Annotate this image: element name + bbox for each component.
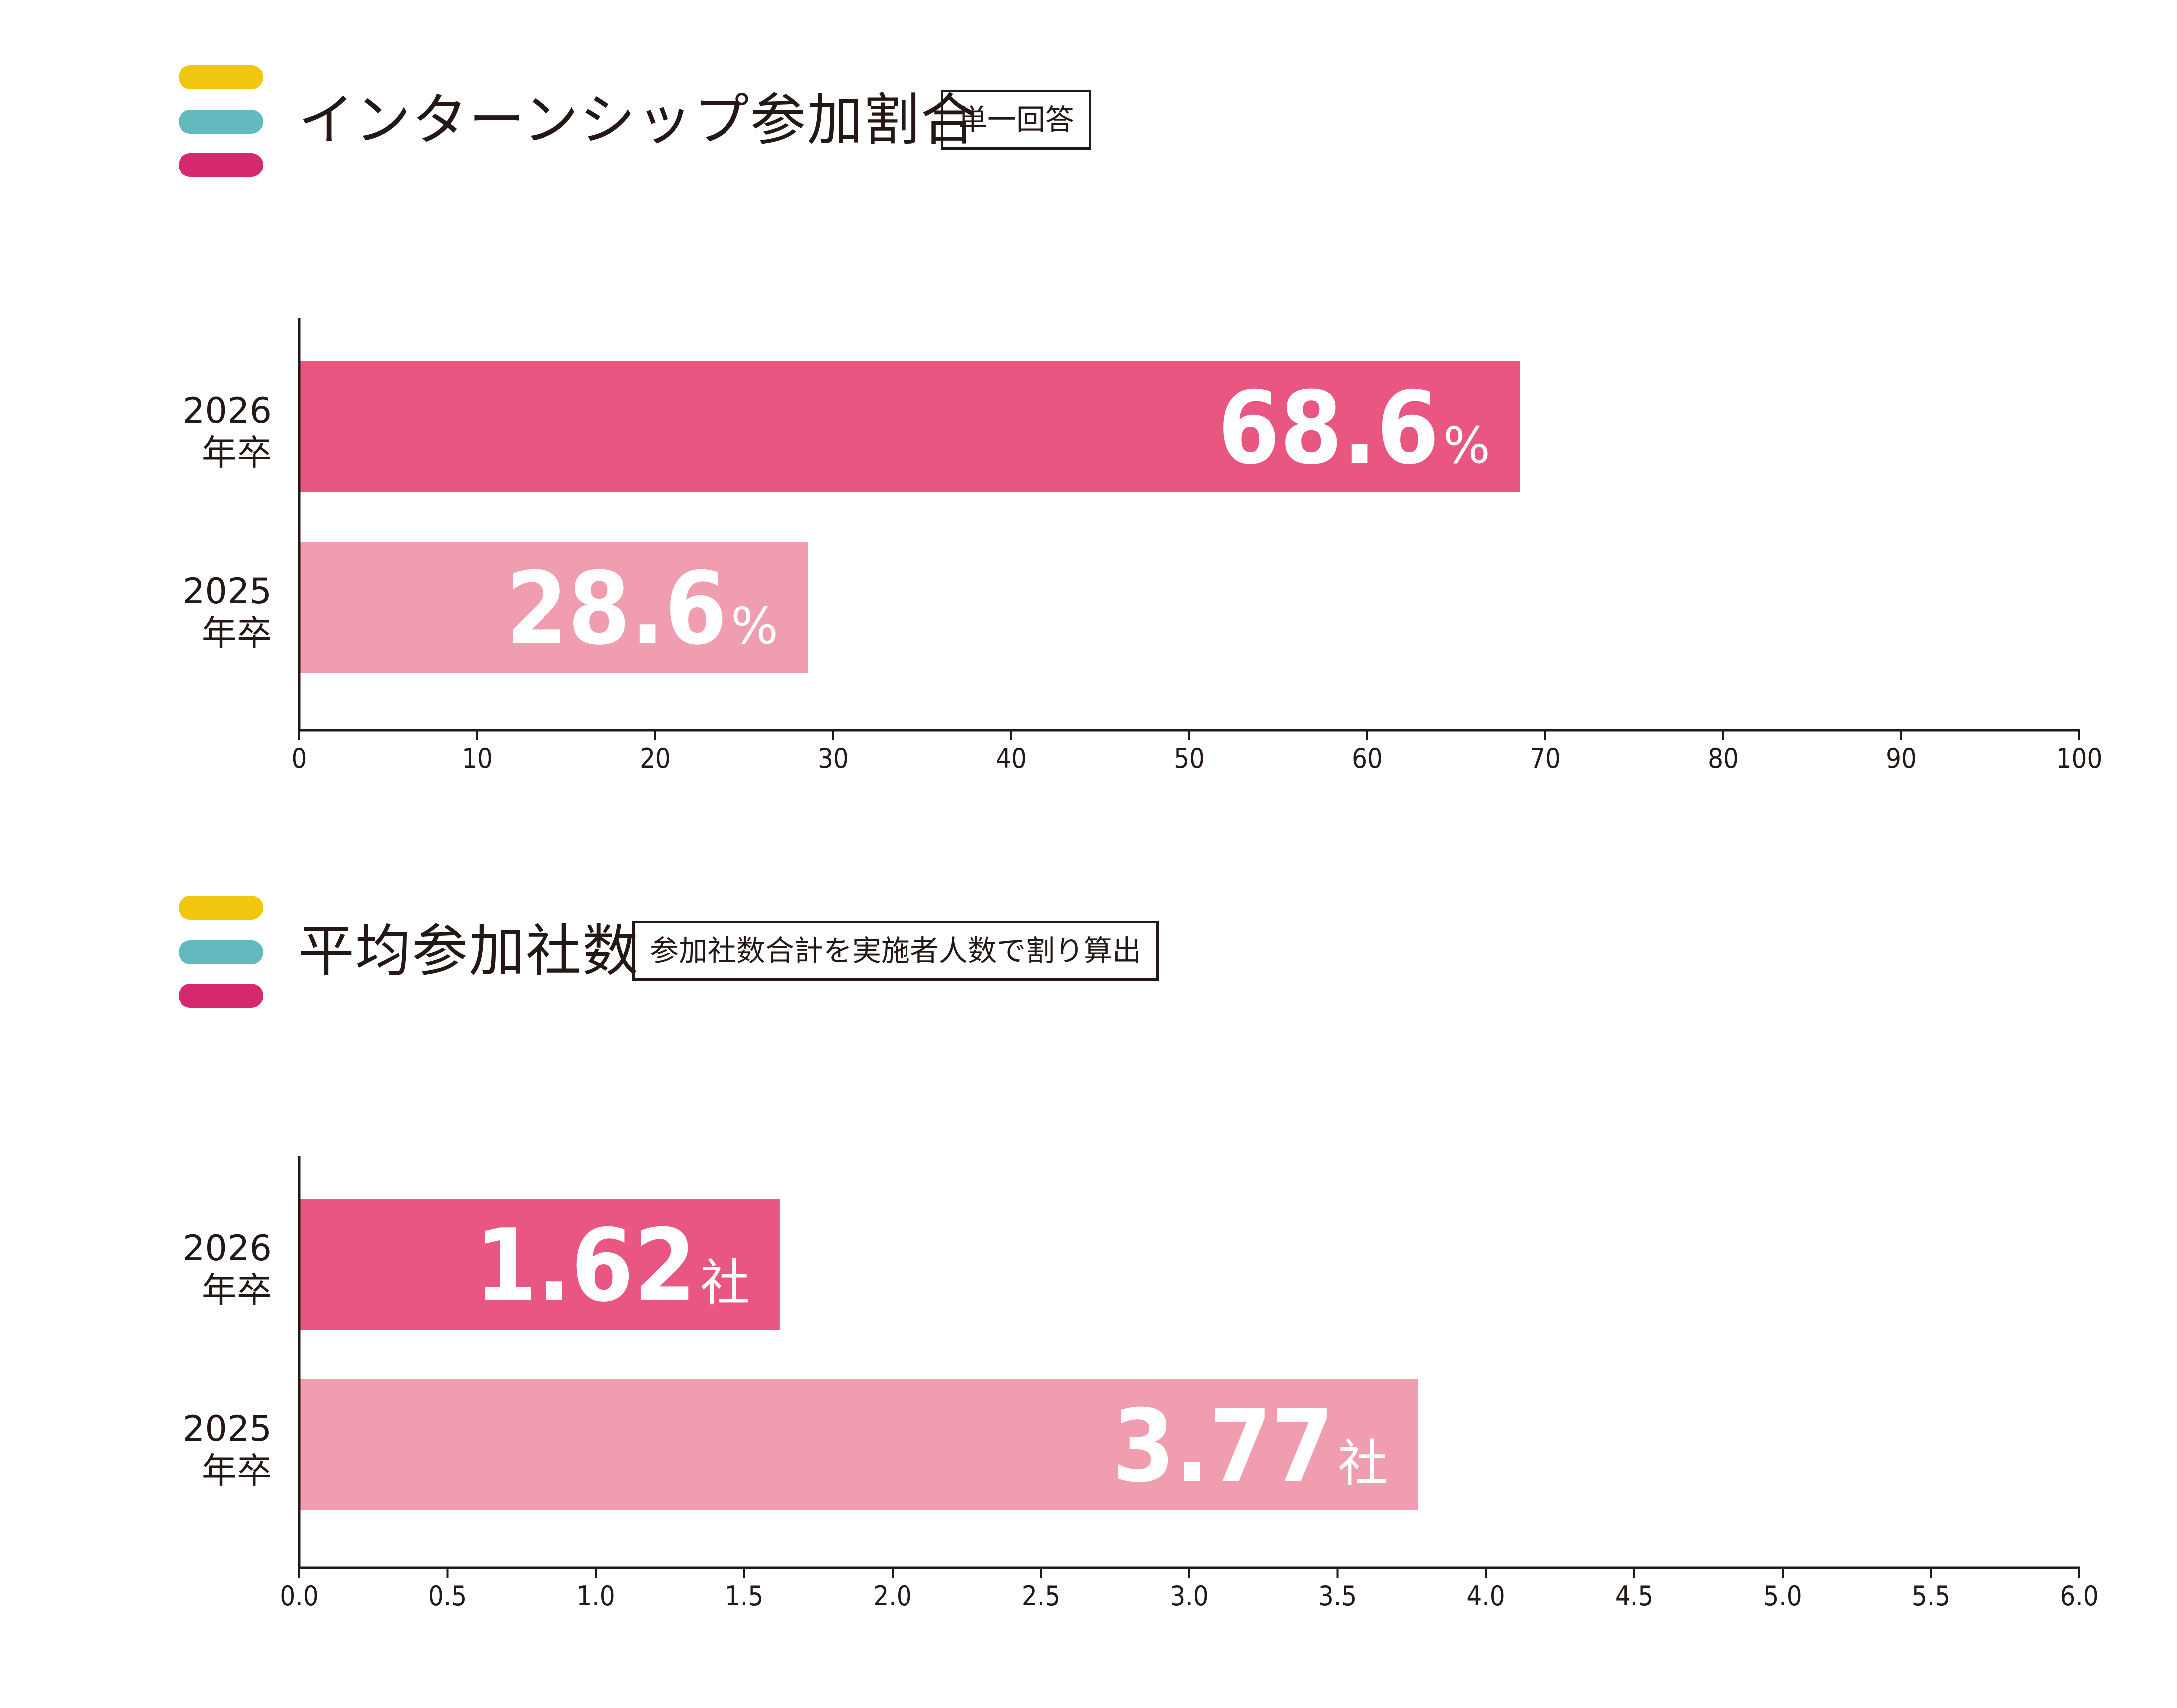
value-unit: % — [731, 597, 778, 655]
x-tick-label: 80 — [1708, 743, 1739, 774]
section-title: インターンシップ参加割合 — [298, 88, 978, 153]
value-number: 1.62 — [475, 1208, 696, 1324]
x-tick-label: 6.0 — [2060, 1580, 2098, 1612]
x-tick-label: 5.0 — [1763, 1580, 1802, 1612]
value-label: 3.77社 — [1112, 1388, 1388, 1505]
x-tick-label: 2.5 — [1022, 1580, 1060, 1612]
x-tick-label: 1.0 — [576, 1580, 615, 1612]
x-tick-label: 1.5 — [725, 1580, 763, 1612]
yellow-pill-icon — [179, 65, 263, 89]
value-label: 1.62社 — [475, 1208, 750, 1324]
category-suffix-label: 年卒 — [202, 613, 272, 654]
value-label: 28.6% — [506, 551, 778, 667]
x-tick-label: 60 — [1352, 743, 1383, 774]
value-unit: % — [1443, 416, 1490, 475]
magenta-pill-icon — [179, 153, 263, 177]
x-tick-label: 3.5 — [1318, 1580, 1357, 1612]
answer-type-label: 単一回答 — [958, 103, 1075, 137]
category-suffix-label: 年卒 — [202, 1450, 272, 1491]
x-tick-label: 10 — [462, 743, 493, 774]
category-year-label: 2026 — [183, 1228, 272, 1269]
value-number: 68.6 — [1218, 370, 1439, 487]
section-title: 平均参加社数 — [298, 919, 639, 984]
bar-2026 — [299, 1199, 780, 1330]
average-companies-section: 平均参加社数 参加社数合計を実施者人数で割り算出 1.62社 2026 年卒 3.77… — [0, 838, 2177, 1708]
x-tick-label: 20 — [640, 743, 671, 774]
category-year-label: 2026 — [183, 390, 272, 431]
value-unit: 社 — [1338, 1434, 1388, 1493]
x-tick-label: 4.5 — [1615, 1580, 1653, 1612]
x-tick-label: 100 — [2056, 743, 2103, 774]
x-tick-label: 5.5 — [1912, 1580, 1950, 1612]
answer-type-badge: 単一回答 — [941, 90, 1092, 150]
calculation-note-badge: 参加社数合計を実施者人数で割り算出 — [632, 921, 1159, 981]
x-tick-label: 4.0 — [1466, 1580, 1505, 1612]
category-suffix-label: 年卒 — [202, 1270, 272, 1311]
category-suffix-label: 年卒 — [202, 432, 272, 473]
x-tick-label: 70 — [1530, 743, 1561, 774]
bar-2025 — [299, 1379, 1418, 1510]
x-tick-label: 3.0 — [1170, 1580, 1208, 1612]
yellow-pill-icon — [179, 896, 263, 920]
value-unit: 社 — [700, 1254, 750, 1312]
magenta-pill-icon — [179, 984, 263, 1008]
value-number: 28.6 — [506, 551, 727, 667]
bar-2025 — [299, 542, 809, 673]
x-tick-label: 0.0 — [280, 1580, 318, 1612]
x-tick-label: 50 — [1174, 743, 1205, 774]
category-year-label: 2025 — [183, 571, 272, 612]
calculation-note-label: 参加社数合計を実施者人数で割り算出 — [650, 934, 1142, 968]
participation-rate-section: インターンシップ参加割合 単一回答 68.6% 2026 年卒 28.6% 2025 年卒… — [0, 0, 2177, 838]
x-tick-label: 90 — [1886, 743, 1917, 774]
x-tick-label: 0 — [292, 743, 307, 774]
x-tick-label: 30 — [818, 743, 849, 774]
value-label: 68.6% — [1218, 370, 1490, 487]
x-tick-label: 2.0 — [873, 1580, 911, 1612]
value-number: 3.77 — [1112, 1388, 1334, 1505]
teal-pill-icon — [179, 940, 263, 964]
x-tick-label: 0.5 — [428, 1580, 467, 1612]
bar-2026 — [299, 361, 1521, 492]
x-tick-label: 40 — [996, 743, 1027, 774]
category-year-label: 2025 — [183, 1408, 272, 1449]
teal-pill-icon — [179, 110, 263, 134]
